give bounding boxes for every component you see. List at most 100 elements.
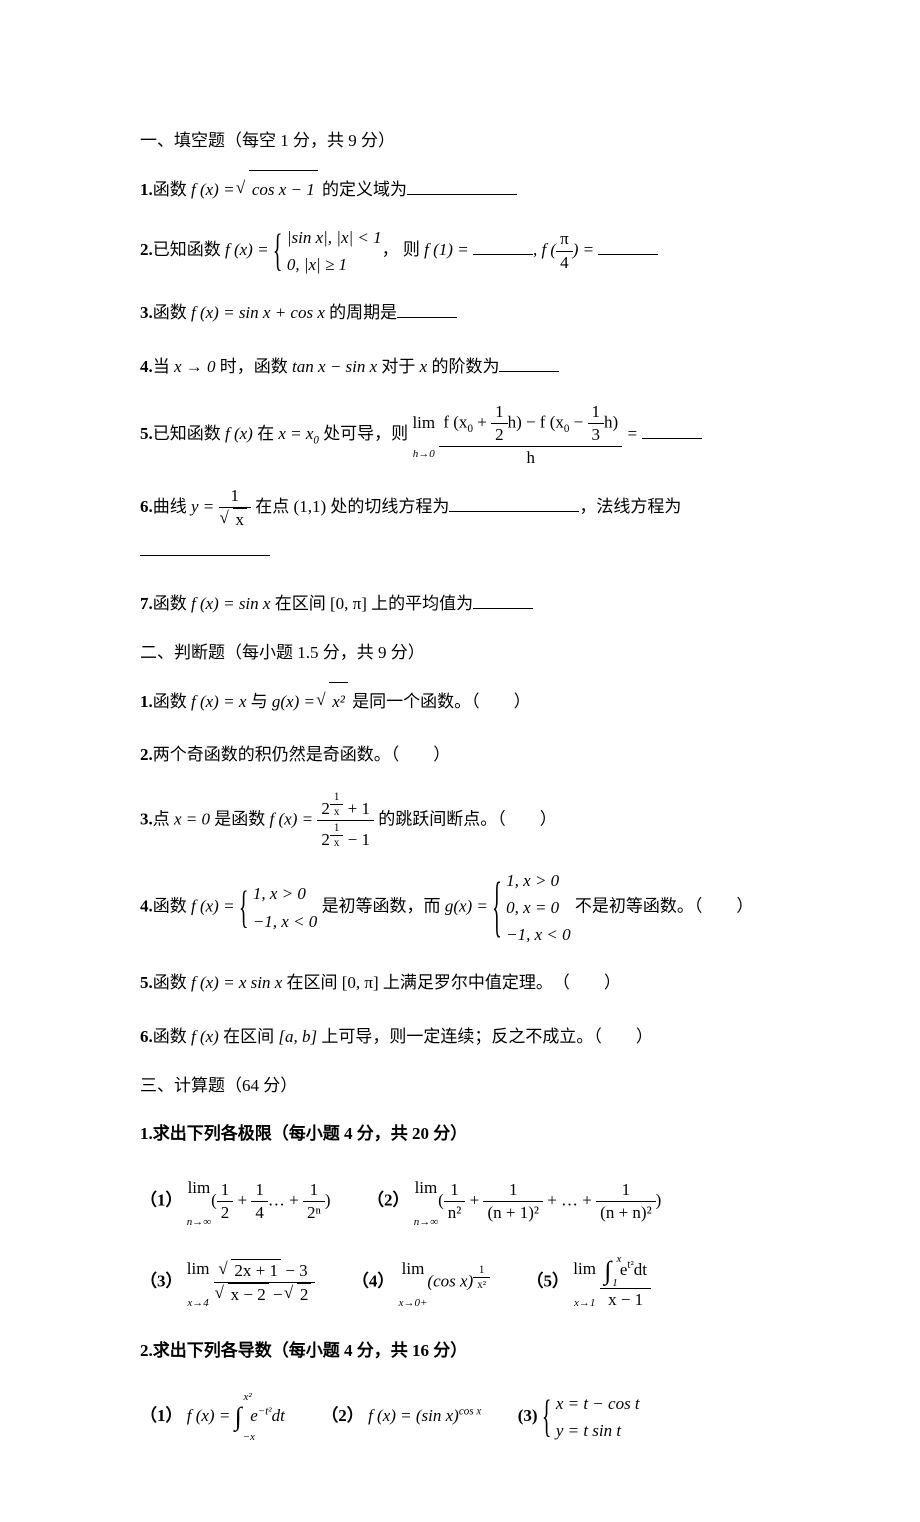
text: 上的平均值为 — [367, 594, 473, 613]
frac: 1x — [330, 821, 344, 851]
blank — [449, 494, 579, 512]
fraction: π4 — [556, 228, 573, 273]
numerator: ∫1x et²dt — [600, 1254, 651, 1289]
case: 1, x > 0 — [506, 867, 571, 894]
t: − — [569, 413, 587, 432]
qnum: 6. — [140, 1027, 153, 1046]
exam-page: 一、填空题（每空 1 分，共 9 分） 1.函数 f (x) = cos x −… — [0, 0, 920, 1522]
expr: f ( — [541, 240, 556, 259]
rad: x² — [329, 682, 348, 720]
b: 2 — [321, 830, 330, 849]
n: 1 — [251, 1179, 268, 1202]
qnum: 3. — [140, 809, 153, 828]
case: |sin x|, |x| < 1 — [287, 224, 382, 251]
text: 在区间 — [282, 973, 342, 992]
eq: = — [622, 424, 642, 443]
n: 1 — [217, 1179, 234, 1202]
q1-6: 6.曲线 y = 1x 在点 (1,1) 处的切线方程为，法线方程为 — [140, 485, 780, 569]
q1-7: 7.函数 f (x) = sin x 在区间 [0, π] 上的平均值为 — [140, 585, 780, 622]
d: n² — [444, 1202, 466, 1224]
n: 1 — [483, 1179, 543, 1202]
t: − 1 — [343, 830, 370, 849]
expr: f (x) — [191, 1027, 219, 1046]
qnum: 2. — [140, 240, 153, 259]
expr: x = 0 — [174, 809, 210, 828]
exp: −t² — [258, 1405, 272, 1417]
lim-sub: h→0 — [412, 442, 435, 466]
lo: 1 — [612, 1276, 618, 1290]
text: 与 — [246, 692, 272, 711]
label: (3) — [518, 1406, 538, 1425]
text: 函数 — [153, 303, 191, 322]
p2-row1: （1） f (x) = ∫−xx² e−t²dt （2） f (x) = (si… — [140, 1386, 780, 1448]
d: 3 — [588, 424, 605, 446]
lim: lim — [187, 1168, 211, 1209]
expr: f (x) = x sin x — [191, 973, 282, 992]
blank — [598, 237, 658, 255]
interval: [0, π] — [342, 973, 379, 992]
expr: f (x) = x — [191, 692, 246, 711]
lim: lim — [414, 1168, 438, 1209]
lim: lim — [573, 1249, 596, 1290]
expr: f (x) = — [270, 809, 318, 828]
blank — [140, 538, 270, 556]
qnum: 4. — [140, 357, 153, 376]
d: 2 — [217, 1202, 234, 1224]
sqrt: x² — [319, 682, 348, 720]
d: x — [330, 805, 344, 819]
text: 时，函数 — [216, 357, 293, 376]
d: x² — [473, 1278, 490, 1292]
rad: x − 2 — [228, 1283, 269, 1306]
fraction: ∫1x et²dt x − 1 — [600, 1254, 651, 1311]
rad: 2 — [297, 1283, 312, 1306]
integral-icon: ∫−xx² — [235, 1386, 242, 1448]
expr: ) = — [573, 240, 599, 259]
expr: f (x) = — [191, 180, 239, 199]
t: + 1 — [343, 799, 370, 818]
sub: x→1 — [573, 1290, 596, 1316]
sub: n→∞ — [414, 1209, 438, 1235]
b: 2 — [321, 799, 330, 818]
integral-icon: ∫1x — [604, 1254, 611, 1288]
lim-label: lim — [412, 404, 435, 441]
dots: … + — [268, 1191, 303, 1210]
case: y = t sin t — [556, 1417, 640, 1444]
numerator: 21x + 1 — [317, 790, 374, 821]
n: 1 — [491, 401, 508, 424]
q1-2: 2.已知函数 f (x) = |sin x|, |x| < 10, |x| ≥ … — [140, 224, 780, 278]
frac: 1(n + n)² — [596, 1179, 656, 1224]
n: 1 — [588, 401, 605, 424]
blank — [473, 237, 533, 255]
exp: 1x — [330, 798, 344, 810]
text: 对于 — [377, 357, 420, 376]
text: 两个奇函数的积仍然是奇函数。（ ） — [153, 745, 451, 764]
qnum: 5. — [140, 973, 153, 992]
piecewise: 1, x > 0−1, x < 0 — [239, 880, 318, 934]
section-2-title: 二、判断题（每小题 1.5 分，共 9 分） — [140, 640, 780, 666]
label: （1） — [140, 1191, 183, 1210]
limit: limn→∞ — [187, 1168, 211, 1235]
t: − 3 — [281, 1261, 308, 1280]
qnum: 1. — [140, 180, 153, 199]
n: 1 — [330, 790, 344, 805]
qnum: 6. — [140, 497, 153, 516]
case: x = t − cos t — [556, 1390, 640, 1417]
label: （4） — [352, 1272, 395, 1291]
text: 的阶数为 — [427, 357, 499, 376]
text: 函数 — [153, 1027, 191, 1046]
q1-5: 5.已知函数 f (x) 在 x = x0 处可导，则 limh→0 f (x0… — [140, 401, 780, 469]
frac: 12ⁿ — [303, 1179, 325, 1224]
sqrt: x — [223, 508, 248, 531]
limit: limh→0 — [412, 404, 435, 466]
qnum: 5. — [140, 424, 153, 443]
lhs: f (x) = (sin x) — [368, 1406, 459, 1425]
text: 函数 — [153, 594, 191, 613]
text: 曲线 — [153, 497, 191, 516]
sub: n→∞ — [187, 1209, 211, 1235]
text: 已知函数 — [153, 240, 225, 259]
q1-3: 3.函数 f (x) = sin x + cos x 的周期是 — [140, 294, 780, 331]
q2-6: 6.函数 f (x) 在区间 [a, b] 上可导，则一定连续；反之不成立。（ … — [140, 1018, 780, 1055]
lhs: f (x) = — [187, 1406, 235, 1425]
q1-4: 4.当 x → 0 时，函数 tan x − sin x 对于 x 的阶数为 — [140, 348, 780, 385]
denominator: x − 2 − 2 — [214, 1283, 316, 1306]
